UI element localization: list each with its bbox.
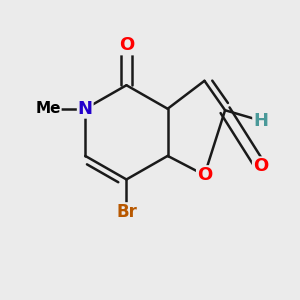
Text: H: H	[253, 112, 268, 130]
Text: Br: Br	[116, 203, 137, 221]
Text: N: N	[78, 100, 93, 118]
Text: Me: Me	[36, 101, 61, 116]
Text: O: O	[253, 157, 268, 175]
Text: O: O	[197, 166, 212, 184]
Text: O: O	[119, 37, 134, 55]
